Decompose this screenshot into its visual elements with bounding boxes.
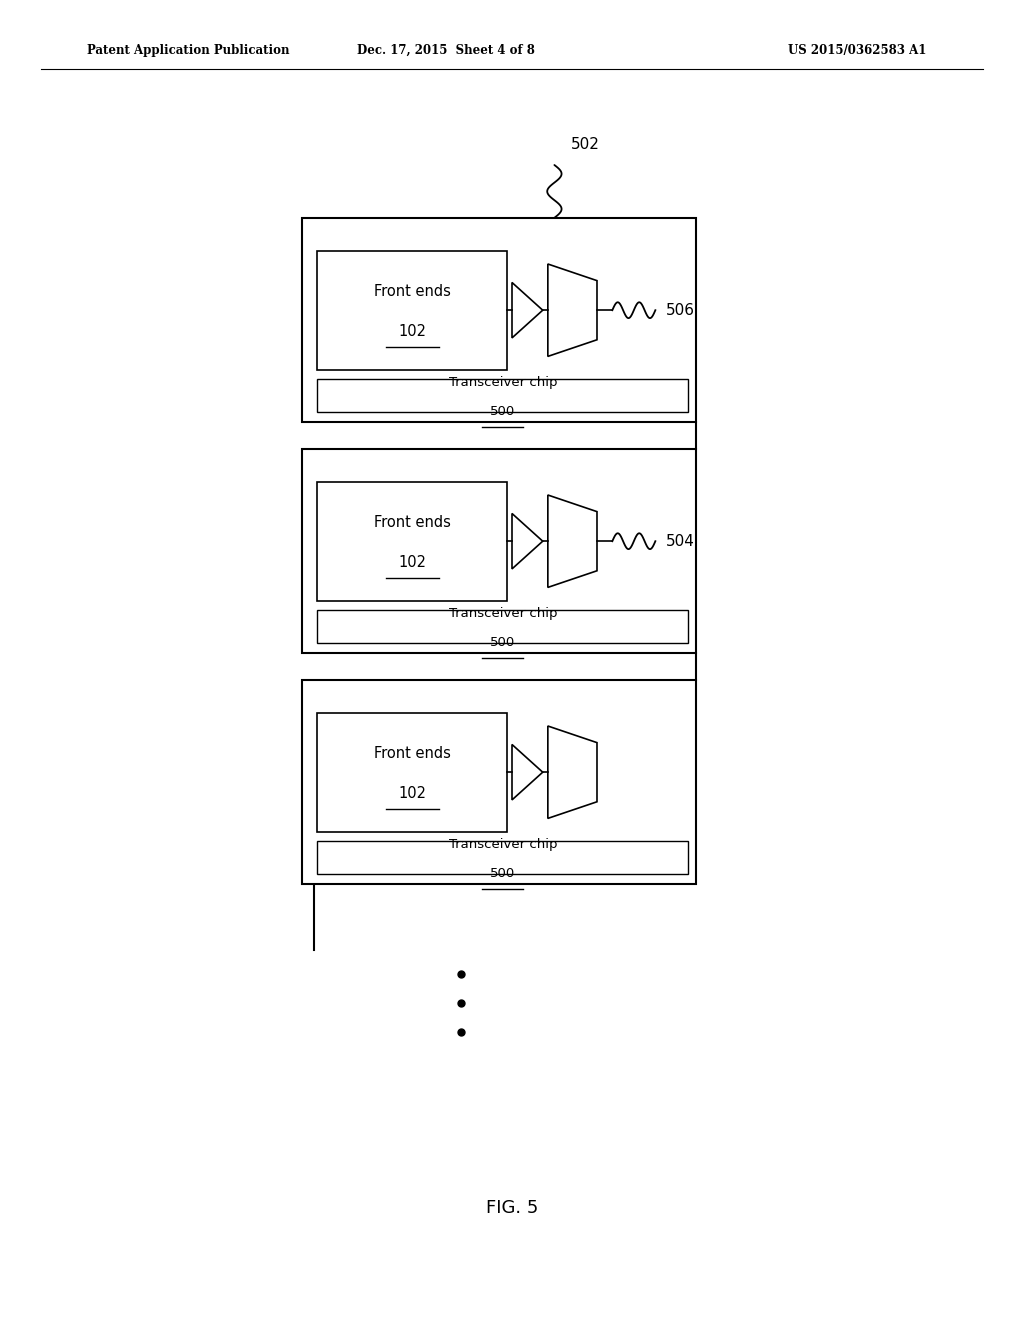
Bar [317,610,688,643]
Text: 500: 500 [490,405,515,417]
Bar [317,251,507,370]
Text: 102: 102 [398,554,426,570]
Text: 506: 506 [666,302,694,318]
Bar [317,841,688,874]
Text: Front ends: Front ends [374,746,451,762]
Bar [317,379,688,412]
Text: Front ends: Front ends [374,515,451,531]
Bar [302,218,696,422]
Text: Dec. 17, 2015  Sheet 4 of 8: Dec. 17, 2015 Sheet 4 of 8 [356,44,535,57]
Bar [317,482,507,601]
Text: Transceiver chip: Transceiver chip [449,838,557,850]
Text: Patent Application Publication: Patent Application Publication [87,44,290,57]
Bar [302,680,696,884]
Text: 102: 102 [398,785,426,801]
Text: US 2015/0362583 A1: US 2015/0362583 A1 [788,44,927,57]
Text: 500: 500 [490,636,515,648]
Text: Transceiver chip: Transceiver chip [449,376,557,388]
Text: 500: 500 [490,867,515,879]
Text: Front ends: Front ends [374,284,451,300]
Text: 102: 102 [398,323,426,339]
Text: FIG. 5: FIG. 5 [485,1199,539,1217]
Bar [317,713,507,832]
Text: Transceiver chip: Transceiver chip [449,607,557,619]
Text: 502: 502 [570,137,599,152]
Text: 504: 504 [666,533,694,549]
Bar [302,449,696,653]
